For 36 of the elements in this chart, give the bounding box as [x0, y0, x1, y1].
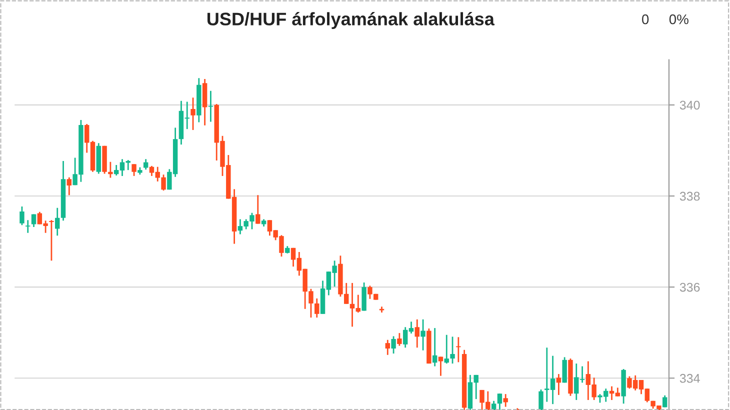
candlestick — [49, 219, 54, 262]
candlestick — [66, 176, 72, 196]
chart-title: USD/HUF árfolyamának alakulása — [207, 12, 495, 29]
candlestick — [538, 388, 544, 410]
candlestick — [438, 356, 444, 377]
candlestick — [397, 332, 402, 346]
candlestick — [108, 161, 113, 178]
text: 0% — [669, 14, 688, 24]
candlestick — [391, 336, 396, 354]
y-tick-label: 334 — [680, 374, 700, 383]
candlestick — [132, 163, 136, 177]
candlestick — [503, 393, 508, 408]
candlestick — [450, 336, 455, 364]
candlestick — [208, 90, 214, 122]
candlestick — [362, 282, 366, 312]
candlestick — [256, 194, 260, 224]
candlestick — [444, 334, 449, 364]
y-tick-label: 340 — [680, 100, 700, 110]
candlestick — [432, 327, 438, 367]
candlestick — [31, 214, 36, 228]
candlestick — [55, 207, 60, 236]
candlestick — [20, 206, 24, 226]
candlestick — [26, 219, 30, 234]
candlestick — [556, 373, 562, 396]
candlestick — [190, 96, 196, 131]
candlestick — [497, 392, 502, 410]
y-tick-label: 336 — [680, 282, 700, 292]
text: 0 — [642, 14, 649, 24]
candlestick — [385, 339, 390, 356]
candlestick — [562, 356, 567, 384]
candlestick — [420, 318, 426, 352]
candlestick — [314, 298, 320, 318]
candlestick — [143, 158, 148, 170]
candlestick — [662, 394, 668, 408]
candlestick — [414, 318, 420, 348]
y-tick-label: 338 — [680, 192, 700, 201]
